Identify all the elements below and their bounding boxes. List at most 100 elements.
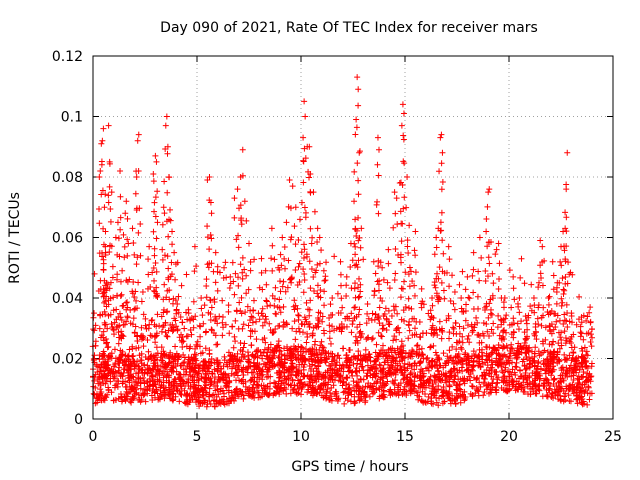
data-point xyxy=(133,362,140,369)
data-point xyxy=(263,281,270,288)
data-point xyxy=(584,401,591,408)
data-point xyxy=(500,342,507,349)
data-point xyxy=(318,382,325,389)
data-point xyxy=(292,204,299,211)
data-point xyxy=(150,228,157,235)
data-point xyxy=(401,317,408,324)
data-point xyxy=(244,349,251,356)
data-point xyxy=(137,385,144,392)
data-point xyxy=(547,356,554,363)
data-point xyxy=(542,367,549,374)
data-point xyxy=(278,362,285,369)
data-point xyxy=(432,349,439,356)
data-point xyxy=(206,174,213,180)
data-point xyxy=(412,252,419,259)
data-point xyxy=(502,364,509,371)
data-point xyxy=(154,188,161,195)
data-point xyxy=(439,389,446,396)
data-point xyxy=(548,389,555,396)
data-point xyxy=(314,225,321,232)
data-point xyxy=(398,238,405,245)
data-point xyxy=(326,315,333,322)
data-point xyxy=(301,98,308,105)
data-point xyxy=(499,329,506,336)
data-point xyxy=(428,391,435,398)
data-point xyxy=(568,333,575,340)
data-point xyxy=(234,356,241,363)
data-point xyxy=(558,302,565,309)
data-point xyxy=(323,395,330,402)
data-point xyxy=(120,333,127,340)
data-point xyxy=(100,267,107,274)
data-point xyxy=(276,374,283,381)
data-point xyxy=(151,199,158,206)
data-point xyxy=(248,369,255,376)
data-point xyxy=(317,310,324,317)
y-tick-label: 0.04 xyxy=(52,291,83,307)
data-point xyxy=(508,304,515,311)
data-point xyxy=(277,288,284,295)
data-point xyxy=(584,313,591,320)
data-point xyxy=(411,360,418,367)
data-point xyxy=(546,293,553,300)
data-point xyxy=(409,315,416,322)
data-point xyxy=(429,364,436,371)
data-point xyxy=(188,364,195,371)
data-point xyxy=(438,327,445,334)
data-point xyxy=(353,369,360,376)
data-point xyxy=(92,338,99,345)
data-point xyxy=(373,385,380,392)
data-point xyxy=(96,392,103,399)
data-point xyxy=(539,338,546,345)
data-point xyxy=(468,382,475,389)
data-point xyxy=(166,296,173,303)
data-point xyxy=(483,303,490,310)
data-point xyxy=(181,325,188,332)
data-point xyxy=(449,343,456,350)
data-point xyxy=(108,321,115,328)
data-point xyxy=(513,354,520,361)
data-point xyxy=(397,362,404,369)
data-point xyxy=(446,347,453,354)
data-point xyxy=(177,313,184,320)
data-point xyxy=(345,392,352,399)
data-point xyxy=(202,329,209,336)
data-point xyxy=(537,237,544,244)
data-point xyxy=(405,335,412,342)
data-point xyxy=(260,382,267,389)
data-point xyxy=(139,288,146,295)
data-point xyxy=(207,316,214,323)
data-point xyxy=(258,255,265,262)
data-point xyxy=(142,315,149,322)
data-point xyxy=(92,322,99,329)
data-point xyxy=(573,366,580,373)
data-point xyxy=(107,279,114,286)
data-point xyxy=(380,351,387,358)
data-point xyxy=(355,311,362,318)
data-point xyxy=(195,386,202,393)
data-point xyxy=(436,318,443,325)
data-point xyxy=(356,329,363,336)
data-point xyxy=(100,286,107,293)
data-point xyxy=(460,325,467,332)
data-point xyxy=(219,332,226,339)
data-point xyxy=(128,386,135,393)
data-point xyxy=(563,301,570,308)
data-point xyxy=(298,199,305,206)
data-point xyxy=(362,356,369,363)
data-point xyxy=(537,262,544,269)
data-point xyxy=(200,397,207,404)
data-point xyxy=(233,236,240,243)
data-point xyxy=(553,288,560,295)
data-point xyxy=(291,223,298,230)
data-point xyxy=(335,310,342,317)
data-point xyxy=(435,383,442,390)
data-point xyxy=(139,334,146,341)
data-point xyxy=(556,345,563,352)
data-point xyxy=(259,305,266,312)
data-point xyxy=(364,310,371,317)
data-point xyxy=(356,321,363,328)
data-point xyxy=(124,353,131,360)
data-point xyxy=(419,330,426,337)
data-point xyxy=(300,381,307,388)
